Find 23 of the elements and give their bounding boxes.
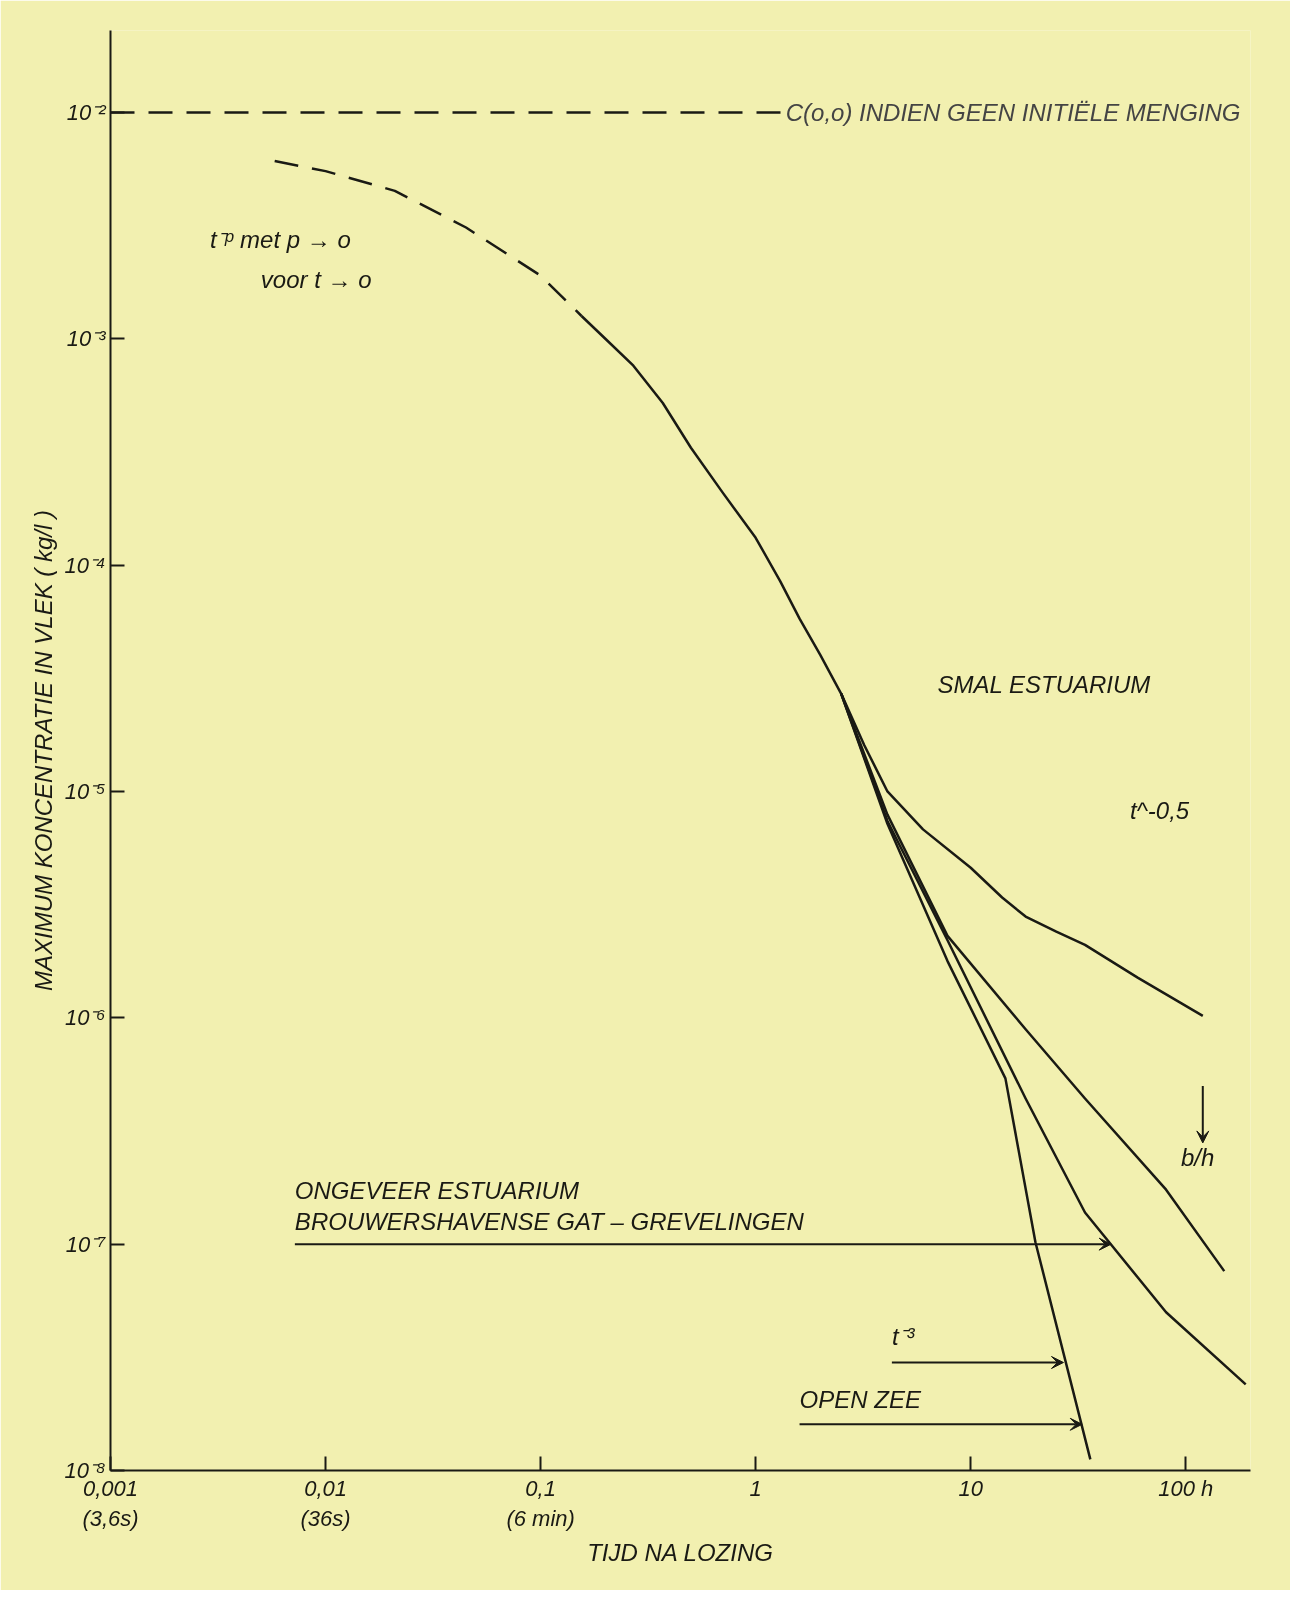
annotation: OPEN ZEE	[799, 1385, 922, 1413]
ref-line-label: C(o,o) INDIEN GEEN INITIËLE MENGING	[785, 98, 1241, 126]
x-tick-label: 0,01 (36s)	[300, 1475, 351, 1531]
annotation: ONGEVEER ESTUARIUM	[294, 1177, 579, 1205]
annotation: SMAL ESTUARIUM	[937, 670, 1151, 698]
y-tick-label: 10⁻⁴	[64, 552, 106, 578]
x-tick-label: 10	[958, 1475, 984, 1501]
y-tick-label: 10⁻⁵	[64, 778, 106, 804]
annotation: voor t → o	[260, 265, 372, 293]
x-tick-label: 100 h	[1158, 1475, 1214, 1501]
y-axis-title: MAXIMUM KONCENTRATIE IN VLEK ( kg/l )	[29, 510, 57, 991]
y-tick-label: 10⁻³	[66, 326, 107, 352]
annotation: t⁻³	[891, 1323, 916, 1351]
x-tick-label: 0,1 (6 min)	[506, 1475, 575, 1531]
annotation: t^-0,5	[1129, 796, 1190, 824]
y-tick-label: 10⁻⁶	[64, 1005, 106, 1031]
annotation: b/h	[1180, 1144, 1215, 1172]
x-tick-label: 1	[749, 1475, 762, 1501]
annotation: t⁻ᵖ met p → o	[209, 225, 351, 253]
y-tick-label: 10⁻²	[66, 99, 107, 125]
y-tick-label: 10⁻⁷	[65, 1231, 107, 1257]
annotation: BROUWERSHAVENSE GAT – GREVELINGEN	[294, 1207, 805, 1235]
x-axis-title: TIJD NA LOZING	[587, 1538, 773, 1566]
